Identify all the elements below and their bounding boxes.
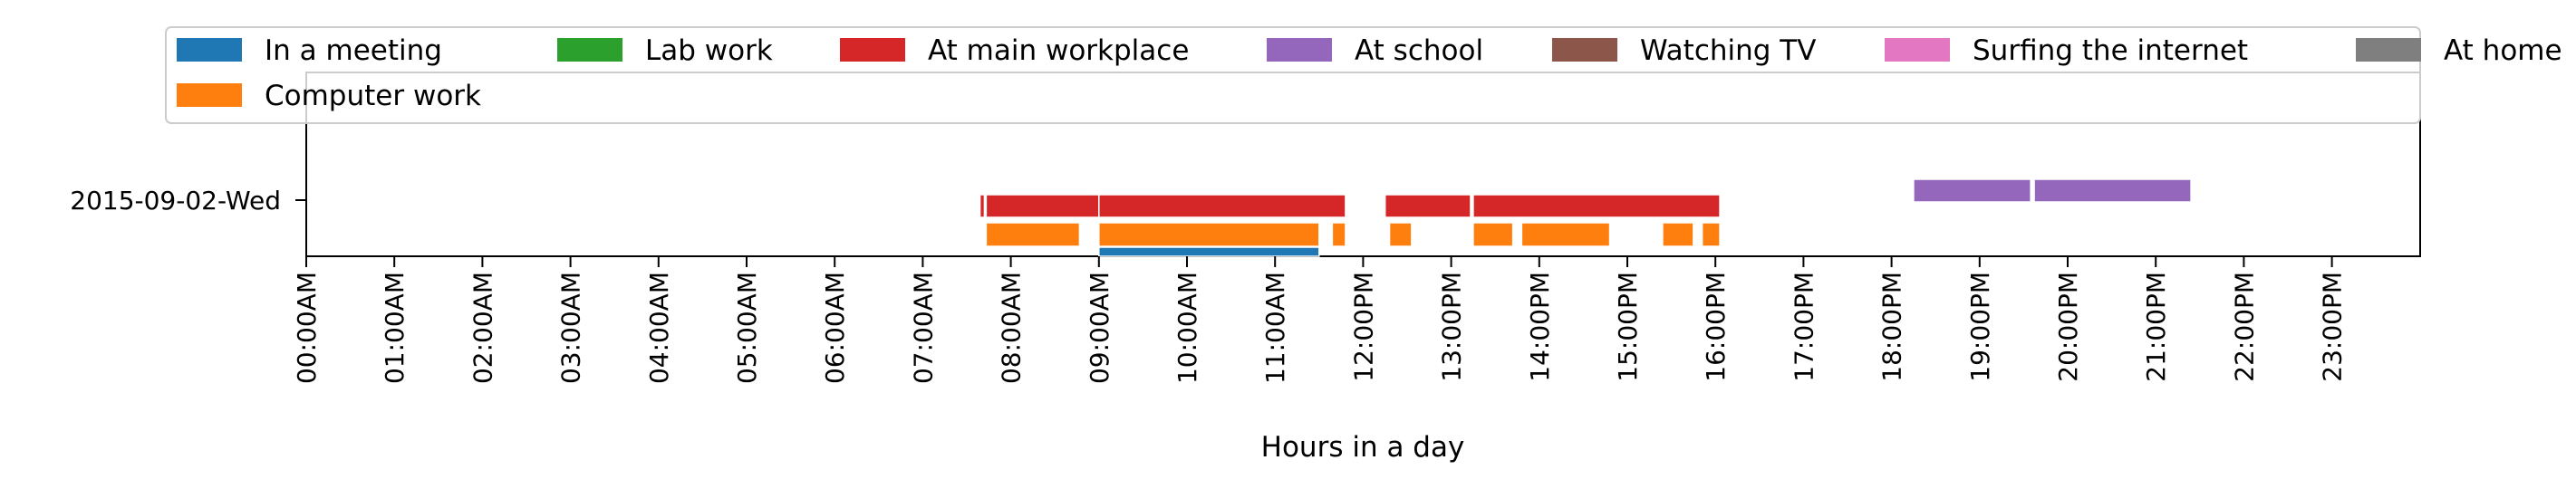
x-axis: 00:00AM 01:00AM 02:00AM 03:00AM 04:00AM 05:00… [292, 256, 2348, 384]
activity-bar [1520, 222, 1611, 247]
x-tick-label: 10:00AM [1172, 272, 1202, 384]
x-tick-label: 01:00AM [380, 272, 410, 384]
x-tick-label: 11:00AM [1260, 272, 1290, 384]
legend-label: At main workplace [928, 34, 1189, 67]
activity-bars [979, 178, 2192, 257]
x-tick-label: 13:00PM [1437, 272, 1467, 382]
activity-bar [985, 194, 1100, 218]
x-tick-label: 05:00AM [732, 272, 762, 384]
x-tick-label: 19:00PM [1965, 272, 1995, 382]
legend-swatch [177, 83, 242, 107]
activity-bar [1098, 246, 1320, 257]
activity-bar [1098, 222, 1320, 247]
activity-bar [1913, 178, 2031, 203]
legend-label: At school [1355, 34, 1483, 67]
legend-swatch [840, 38, 905, 62]
legend-label: Surfing the internet [1973, 34, 2248, 67]
legend-label: Watching TV [1640, 34, 1816, 67]
x-tick-label: 07:00AM [908, 272, 938, 384]
activity-bar [1388, 222, 1413, 247]
x-tick-label: 17:00PM [1789, 272, 1819, 382]
legend-label: Lab work [645, 34, 773, 67]
x-tick-label: 15:00PM [1613, 272, 1643, 382]
x-tick-label: 09:00AM [1085, 272, 1114, 384]
legend-swatch [2356, 38, 2421, 62]
legend-swatch [557, 38, 622, 62]
legend-swatch [1267, 38, 1332, 62]
legend-label: In a meeting [265, 34, 442, 67]
x-tick-label: 18:00PM [1877, 272, 1907, 382]
x-tick-label: 14:00PM [1525, 272, 1555, 382]
x-tick-label: 23:00PM [2318, 272, 2348, 382]
x-axis-label: Hours in a day [1261, 431, 1465, 464]
legend-label: At home [2444, 34, 2562, 67]
activity-bar [1098, 194, 1346, 218]
activity-bar [1701, 222, 1721, 247]
y-tick-label: 2015-09-02-Wed [70, 186, 281, 216]
x-tick-label: 12:00PM [1348, 272, 1378, 382]
x-tick-label: 08:00AM [997, 272, 1027, 384]
legend-label: Computer work [265, 80, 481, 112]
x-tick-label: 20:00PM [2053, 272, 2083, 382]
y-axis: 2015-09-02-Wed [70, 186, 306, 216]
activity-bar [1472, 194, 1721, 218]
legend-frame [165, 26, 2421, 124]
x-tick-label: 21:00PM [2141, 272, 2171, 382]
activity-bar [1384, 194, 1471, 218]
legend-swatch [177, 38, 242, 62]
activity-bar [2033, 178, 2192, 203]
x-tick-label: 00:00AM [292, 272, 322, 384]
x-tick-label: 03:00AM [556, 272, 586, 384]
activity-bar [1472, 222, 1514, 247]
x-tick-label: 06:00AM [820, 272, 850, 384]
legend-swatch [1885, 38, 1950, 62]
activity-bar [1662, 222, 1694, 247]
x-tick-label: 02:00AM [468, 272, 497, 384]
activity-bar [1331, 222, 1346, 247]
x-tick-label: 22:00PM [2229, 272, 2259, 382]
x-tick-label: 04:00AM [644, 272, 674, 384]
x-tick-label: 16:00PM [1701, 272, 1731, 382]
activity-bar [979, 194, 986, 218]
plot-area [305, 72, 2421, 257]
legend-swatch [1552, 38, 1617, 62]
activity-bar [985, 222, 1081, 247]
legend: In a meeting Lab work At main workplace At … [165, 26, 2562, 124]
